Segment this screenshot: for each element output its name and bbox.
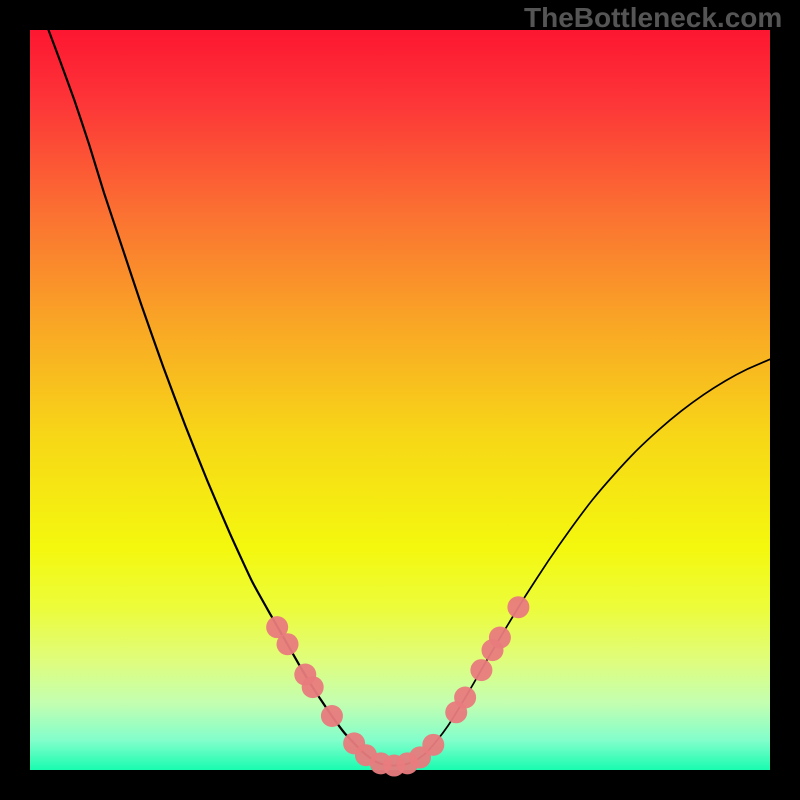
watermark-text: TheBottleneck.com	[524, 2, 782, 34]
data-marker	[277, 633, 299, 655]
bottleneck-chart	[0, 0, 800, 800]
data-marker	[507, 596, 529, 618]
data-marker	[489, 627, 511, 649]
data-marker	[302, 676, 324, 698]
data-marker	[470, 659, 492, 681]
data-marker	[321, 705, 343, 727]
data-marker	[422, 734, 444, 756]
chart-background	[30, 30, 770, 770]
data-marker	[454, 686, 476, 708]
